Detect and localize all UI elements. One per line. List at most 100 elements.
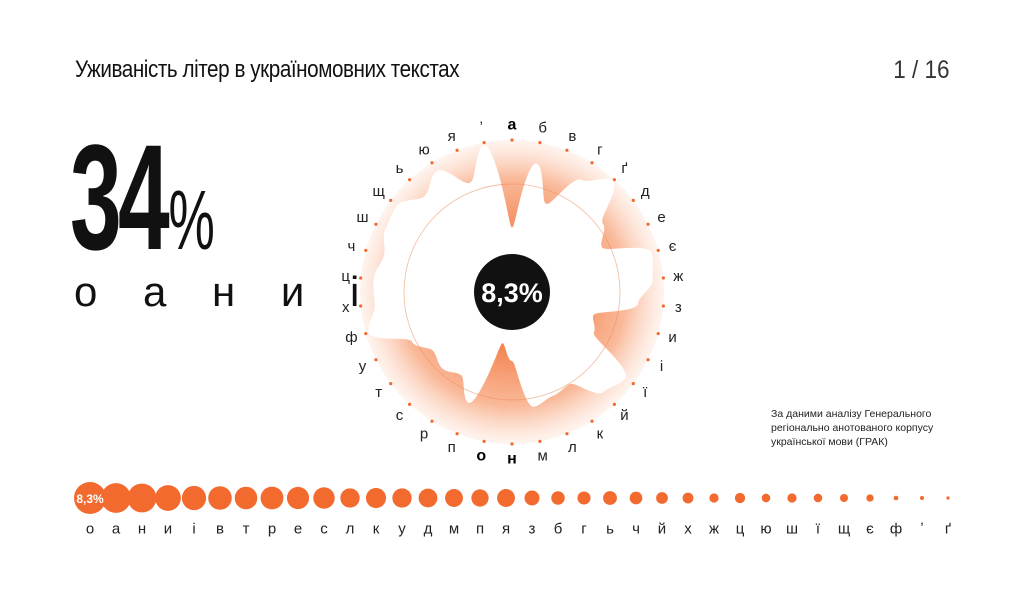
bubble xyxy=(234,486,258,510)
radial-label: з xyxy=(675,299,682,316)
page-counter[interactable]: 1 / 16 xyxy=(893,56,950,84)
radial-tick-dot xyxy=(612,402,617,406)
radial-label: ж xyxy=(673,268,683,285)
bubble xyxy=(74,482,106,514)
radial-label: а xyxy=(508,117,517,134)
radial-label: ю xyxy=(418,142,429,159)
radial-label: ь xyxy=(396,160,404,177)
bubble-label: м xyxy=(449,521,459,538)
center-disc xyxy=(474,254,550,330)
bubble-label: р xyxy=(268,521,276,538)
radial-label: х xyxy=(342,299,350,316)
radial-label: ш xyxy=(356,209,368,226)
bubble xyxy=(471,489,489,507)
bubble xyxy=(734,492,746,504)
bubble xyxy=(445,489,463,507)
bubble xyxy=(709,493,719,503)
big-percent-unit: % xyxy=(168,173,215,267)
radial-tick-dot xyxy=(374,358,378,362)
radial-tick-dot xyxy=(359,276,363,280)
radial-tick-dot xyxy=(565,148,569,152)
radial-label: п xyxy=(448,439,456,456)
radial-tick-dot xyxy=(407,178,412,182)
bubble xyxy=(893,495,899,501)
radial-tick-dot xyxy=(661,276,665,280)
bubble-label: д xyxy=(424,521,433,538)
bubble xyxy=(946,496,950,500)
bubble-label: п xyxy=(476,521,484,538)
radial-tick-dot xyxy=(612,178,617,182)
bubble xyxy=(761,493,771,503)
bubble-label: і xyxy=(192,521,195,538)
bubble xyxy=(551,491,565,505)
radial-tick-dot xyxy=(359,304,363,308)
radial-label: о xyxy=(476,448,486,465)
radial-tick-dot xyxy=(407,402,412,406)
radial-tick-dot xyxy=(631,198,635,202)
bubble-label: ш xyxy=(786,521,798,538)
bubble-label: л xyxy=(346,521,355,538)
radial-tick-dot xyxy=(646,222,650,226)
radial-label: є xyxy=(669,238,677,255)
bubble-label: щ xyxy=(838,521,850,538)
radial-tick-dot xyxy=(538,140,542,145)
center-value: 8,3% xyxy=(481,278,543,308)
bubble xyxy=(682,492,694,504)
bubble-label: й xyxy=(658,521,666,538)
radial-label: к xyxy=(597,425,604,442)
radial-label: і xyxy=(660,358,663,375)
bubble-label: б xyxy=(554,521,563,538)
bubble xyxy=(418,488,438,508)
bubble-label: о xyxy=(86,521,94,538)
radial-label: и xyxy=(668,329,676,346)
bubble-label: ї xyxy=(815,521,821,538)
radial-label: д xyxy=(641,183,650,200)
bubble xyxy=(629,491,643,505)
bubble xyxy=(101,483,131,513)
radial-tick-dot xyxy=(455,148,459,152)
bubble-label: ж xyxy=(709,521,719,538)
radial-tick-dot xyxy=(389,198,393,202)
bubble xyxy=(365,487,387,509)
radial-label: с xyxy=(396,407,404,424)
radial-tick-dot xyxy=(374,222,378,226)
radial-label: е xyxy=(657,209,665,226)
bubble xyxy=(286,486,310,510)
bubble xyxy=(127,483,157,513)
bubble xyxy=(524,490,540,506)
radial-label: ї xyxy=(642,384,648,401)
bubble xyxy=(260,486,284,510)
radial-label: щ xyxy=(373,183,385,200)
bubble xyxy=(787,493,797,503)
radial-tick-dot xyxy=(364,248,368,253)
bubble-label: т xyxy=(243,521,250,538)
radial-label: й xyxy=(620,407,628,424)
bubble xyxy=(840,494,848,502)
bubble-label: с xyxy=(320,521,328,538)
bubble xyxy=(340,488,360,508)
radial-label: б xyxy=(538,119,547,136)
bubble-chart: о а н и і в т р е с л к у д м п я з б г ь ч й х ж ц ю ш ї щ є ф ʼ ґ 8,3% xyxy=(74,482,951,538)
bubble xyxy=(208,486,232,510)
radial-tick-dot xyxy=(510,442,514,446)
first-bubble-value: 8,3% xyxy=(76,492,104,506)
radial-label: ґ xyxy=(621,160,627,177)
radial-label: н xyxy=(507,451,517,468)
radial-label: ф xyxy=(345,329,357,346)
bubble-label: ф xyxy=(890,521,902,538)
radial-label: в xyxy=(568,128,576,145)
bubble xyxy=(866,494,874,502)
radial-label: я xyxy=(448,128,456,145)
radial-tick-dot xyxy=(538,439,542,444)
bubble-label: г xyxy=(581,521,587,538)
bubble-label: и xyxy=(164,521,172,538)
bubble xyxy=(155,485,181,511)
radial-label: л xyxy=(568,439,577,456)
bubble-label: к xyxy=(373,521,380,538)
radial-tick-dot xyxy=(510,138,514,142)
bubble-label: х xyxy=(684,521,692,538)
big-percent-value: 34% xyxy=(70,122,215,272)
top-letters: о а н и і xyxy=(74,268,377,315)
